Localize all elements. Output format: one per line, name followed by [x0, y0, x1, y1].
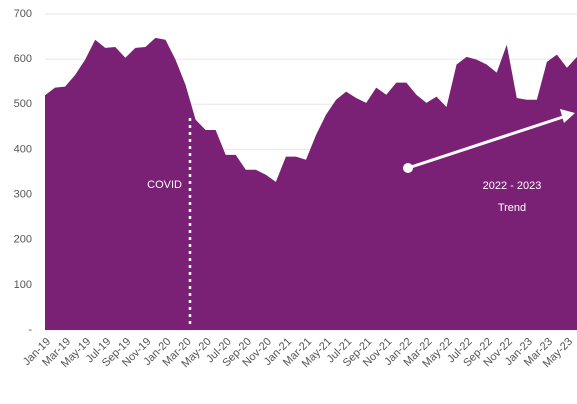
area	[45, 37, 577, 330]
trend-arrow	[407, 114, 567, 170]
y-tick-label: 200	[14, 234, 32, 246]
y-tick-label: 400	[14, 143, 32, 155]
arrow-dot	[403, 163, 413, 173]
y-tick-label: 100	[14, 279, 32, 291]
y-tick-label: 500	[14, 98, 32, 110]
annotation: Trend	[498, 202, 526, 214]
y-tick-label: 700	[14, 8, 32, 20]
arrow-head	[560, 109, 575, 123]
annotation: 2022 - 2023	[483, 180, 542, 192]
y-tick-label: -	[28, 324, 32, 336]
y-tick-label: 600	[14, 53, 32, 65]
annotation: COVID	[147, 179, 182, 191]
annotations: COVID 2022 - 2023 Trend	[147, 109, 575, 328]
y-tick-label: 300	[14, 188, 32, 200]
